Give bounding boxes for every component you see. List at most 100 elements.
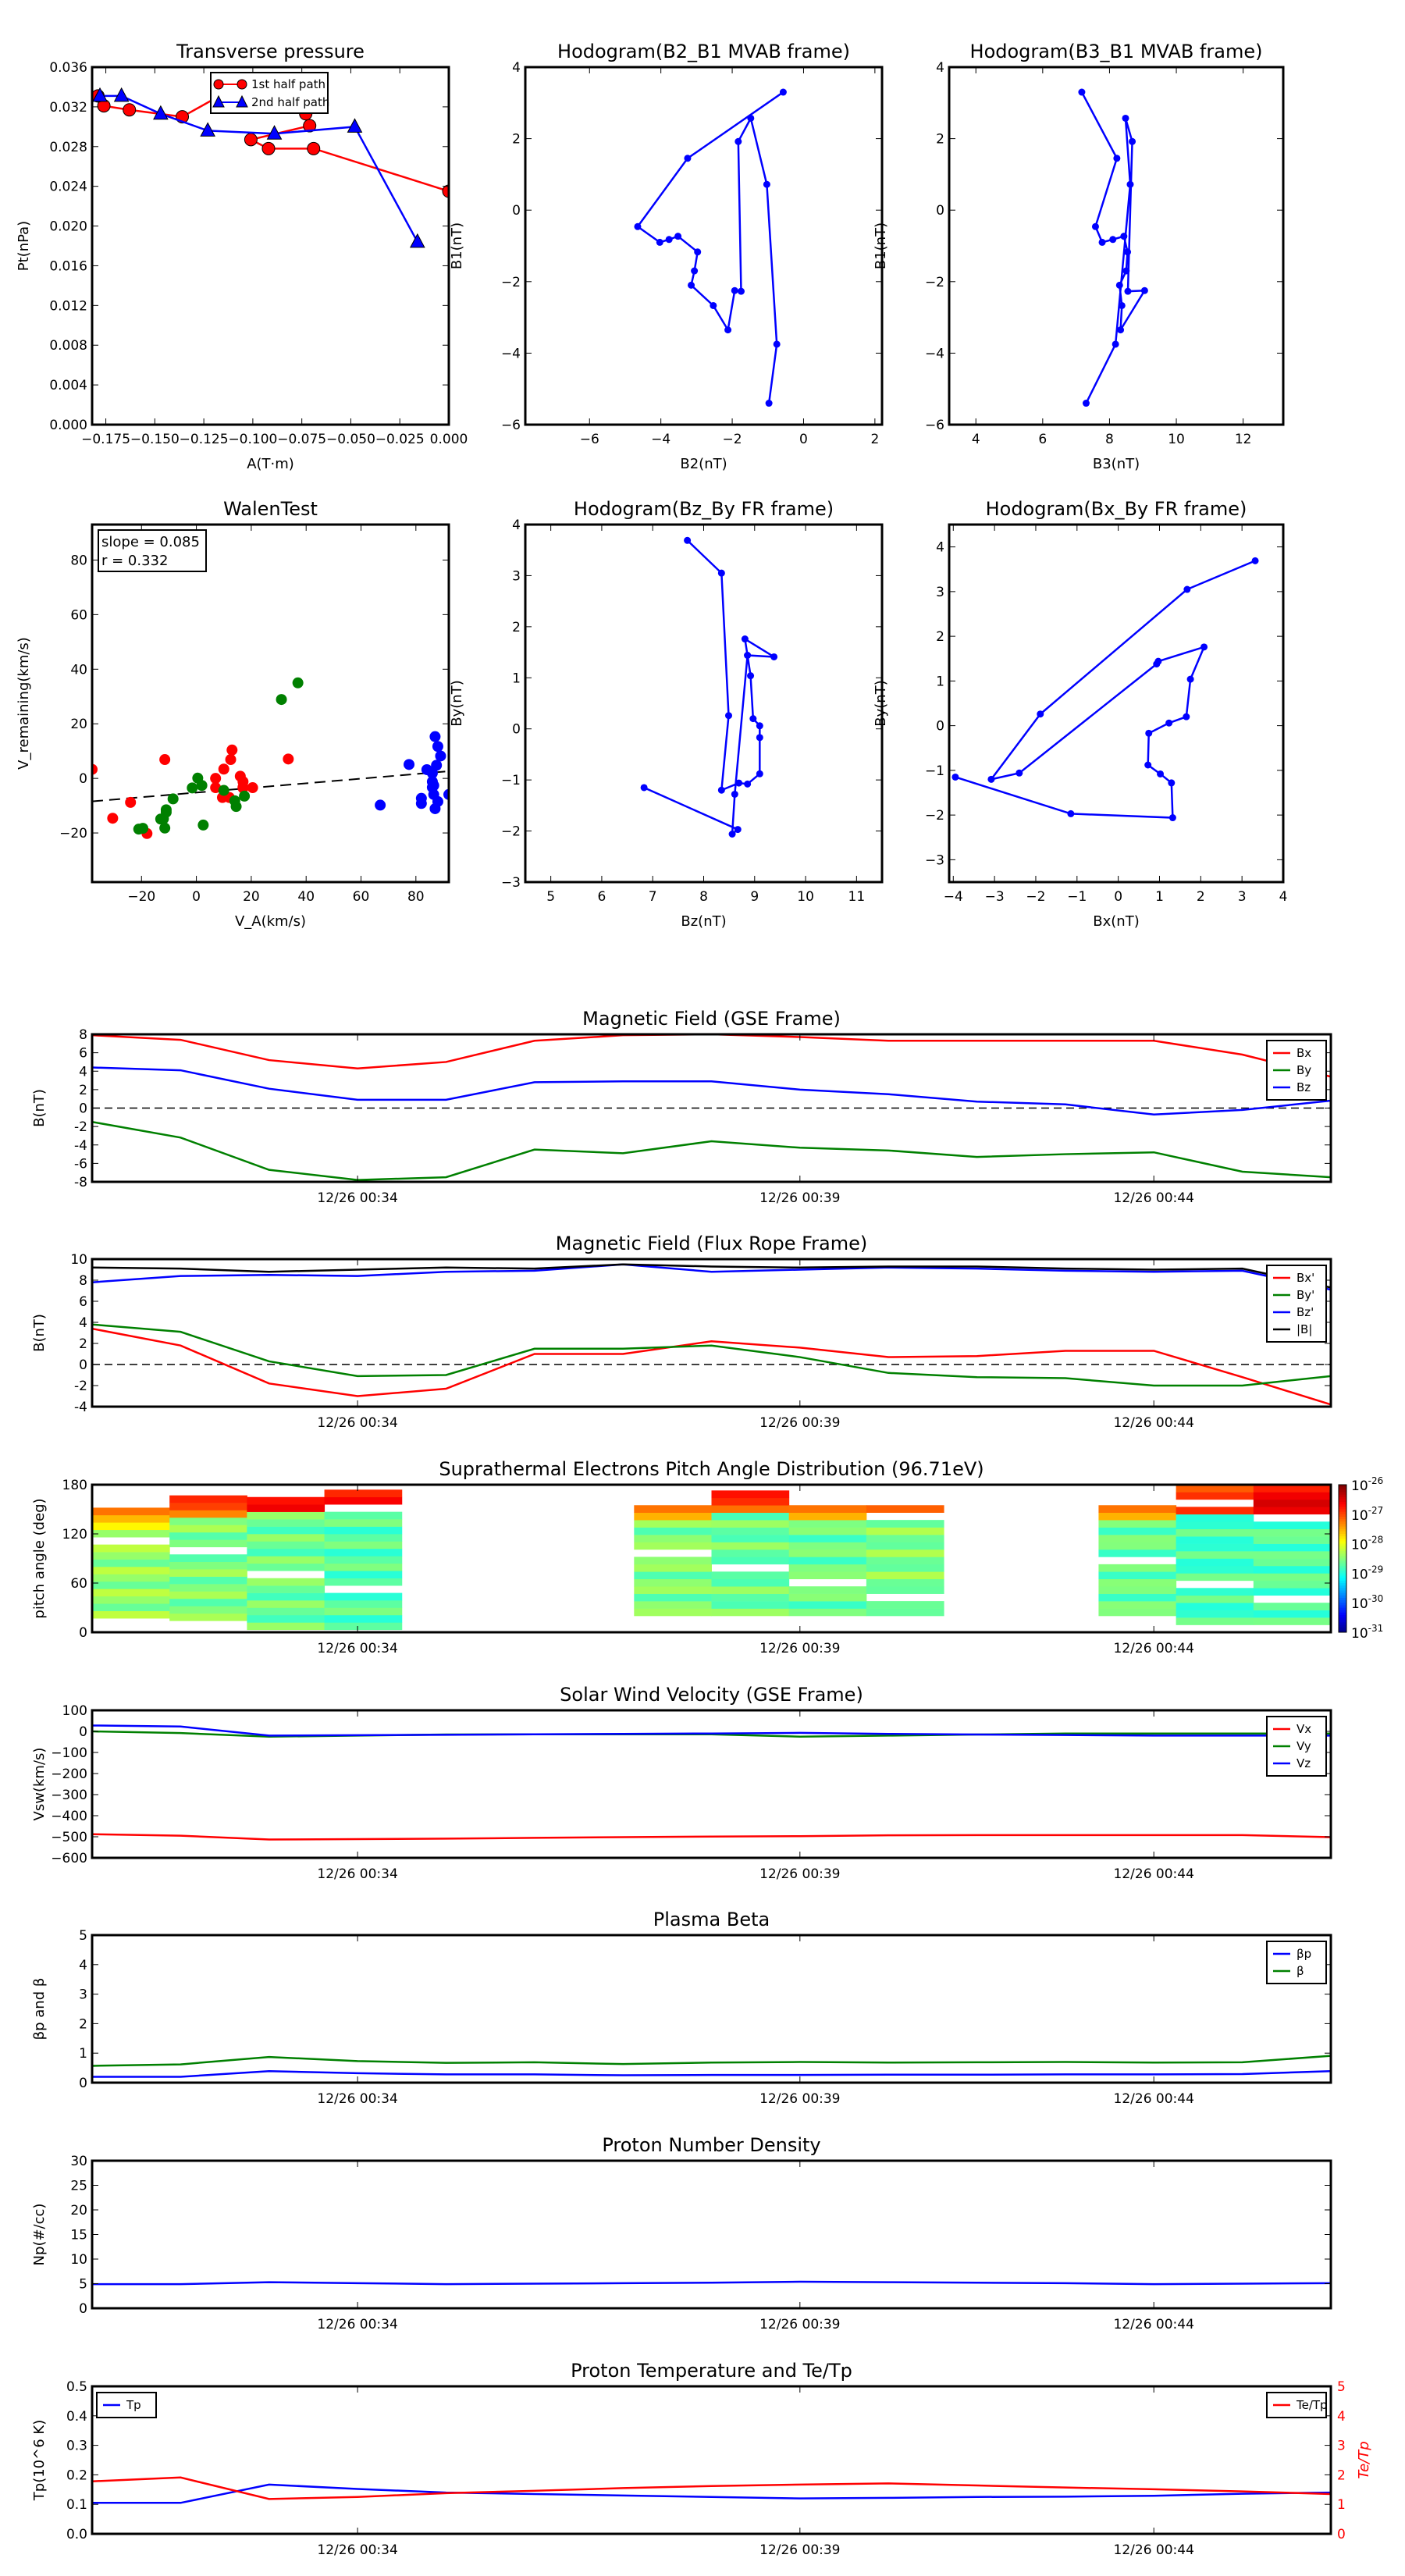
heatmap-cell xyxy=(92,1544,170,1553)
data-point xyxy=(731,286,738,294)
y-tick-label: 20 xyxy=(70,2203,87,2218)
colorbar-segment xyxy=(1339,1580,1346,1584)
data-point xyxy=(196,780,208,792)
plot-frame xyxy=(91,523,450,884)
heatmap-cell xyxy=(788,1535,867,1542)
data-point xyxy=(735,779,743,787)
data-point xyxy=(724,326,732,334)
x-tick-label: 0 xyxy=(1114,889,1122,905)
colorbar-segment xyxy=(1339,1588,1346,1591)
chart-title: Magnetic Field (Flux Rope Frame) xyxy=(556,1233,867,1254)
heatmap-cell xyxy=(1176,1573,1254,1582)
y-tick-label: 0.028 xyxy=(49,140,87,155)
y-tick-label: 0.012 xyxy=(49,298,87,314)
y-tick-label: 15 xyxy=(70,2228,87,2243)
colorbar-segment xyxy=(1339,1543,1346,1547)
colorbar-segment xyxy=(1339,1509,1346,1513)
y-tick-label: −3 xyxy=(925,852,944,868)
colorbar-segment xyxy=(1339,1553,1346,1557)
heatmap-cell xyxy=(92,1552,170,1560)
colorbar-segment xyxy=(1339,1607,1346,1611)
data-point xyxy=(744,651,752,659)
heatmap-cell xyxy=(1253,1565,1332,1574)
series-line-tp xyxy=(92,2483,1331,2504)
chart-title: Hodogram(B3_B1 MVAB frame) xyxy=(970,41,1263,62)
data-point xyxy=(1168,779,1176,787)
data-point xyxy=(125,796,137,808)
x-tick-label: 12/26 00:39 xyxy=(759,1415,840,1431)
chart-hodogram-b3-b1: Hodogram(B3_B1 MVAB frame) −6 −4 −2 0 2 4 B1(nT… xyxy=(873,41,1285,472)
heatmap-cell xyxy=(169,1525,247,1533)
heatmap-cell xyxy=(169,1598,247,1606)
heatmap-cell xyxy=(634,1608,712,1617)
heatmap-cell xyxy=(1176,1558,1254,1567)
plot-area xyxy=(951,557,1259,822)
plot-frame xyxy=(524,523,884,884)
data-point xyxy=(237,782,249,794)
data-point xyxy=(123,103,137,117)
colorbar-exponent: -30 xyxy=(1368,1593,1384,1604)
heatmap-cell xyxy=(1098,1578,1177,1587)
y-tick-label: −100 xyxy=(51,1745,87,1761)
x-tick-label: 6 xyxy=(1038,432,1047,447)
data-point xyxy=(200,122,215,137)
y-tick-label: 4 xyxy=(79,1315,87,1331)
heatmap-cell xyxy=(1176,1514,1254,1522)
heatmap-cell xyxy=(1098,1571,1177,1580)
x-tick-label: 12/26 00:44 xyxy=(1114,1415,1194,1431)
data-point xyxy=(1183,585,1191,593)
y-tick-label: −300 xyxy=(51,1788,87,1803)
y-tick-label: 80 xyxy=(70,553,87,568)
data-point xyxy=(210,773,222,785)
heatmap-cell xyxy=(92,1522,170,1531)
data-point xyxy=(1165,719,1173,727)
data-point xyxy=(763,180,770,188)
y-tick-label: 0.2 xyxy=(66,2467,87,2483)
y-tick-label: 6 xyxy=(79,1046,87,1062)
data-point xyxy=(1124,287,1132,295)
data-point xyxy=(113,87,130,102)
colorbar-tick-label: 10-26 xyxy=(1351,1475,1383,1494)
data-point xyxy=(1082,400,1090,407)
legend-label: 1st half path xyxy=(251,77,325,91)
data-point xyxy=(247,782,258,794)
heatmap-cell xyxy=(247,1578,325,1586)
heatmap-cell xyxy=(1098,1542,1177,1550)
heatmap-cell xyxy=(1098,1520,1177,1528)
y-tick-label: −2 xyxy=(501,824,521,840)
x-tick-label: 12/26 00:39 xyxy=(759,2542,840,2558)
heatmap-cell xyxy=(866,1542,944,1550)
heatmap-cell xyxy=(788,1520,867,1528)
x-tick-label: 5 xyxy=(546,889,555,905)
colorbar-segment xyxy=(1339,1573,1346,1577)
legend-label: Bx' xyxy=(1297,1271,1314,1285)
plot-frame xyxy=(948,523,1285,884)
x-tick-label: −0.100 xyxy=(228,432,277,447)
heatmap-cell xyxy=(1176,1485,1254,1493)
data-point xyxy=(694,248,702,256)
heatmap-cell xyxy=(634,1542,712,1550)
heatmap-cell xyxy=(1253,1492,1332,1500)
y-tick-label: −2 xyxy=(501,275,521,290)
legend-marker xyxy=(237,79,247,90)
legend-label: Bx xyxy=(1297,1046,1311,1060)
colorbar-segment xyxy=(1339,1489,1346,1493)
heatmap-cell xyxy=(92,1603,170,1611)
x-tick-label: 12/26 00:39 xyxy=(759,2317,840,2332)
y-tick-label: −6 xyxy=(925,418,944,433)
series-line-2nd-half-path xyxy=(100,94,418,243)
data-point xyxy=(415,798,427,809)
plot-frame xyxy=(91,1709,1332,1859)
heatmap-cell xyxy=(247,1592,325,1601)
y-tick-label: 25 xyxy=(70,2179,87,2194)
data-point xyxy=(756,722,763,730)
x-tick-label: 80 xyxy=(407,889,425,905)
y-tick-label: −1 xyxy=(925,763,944,779)
legend-box xyxy=(1266,1941,1327,1984)
y-tick-label: 0 xyxy=(79,1357,87,1373)
data-point xyxy=(167,793,179,805)
heatmap-cell xyxy=(324,1578,403,1586)
colorbar-segment xyxy=(1339,1568,1346,1571)
chart-title: Hodogram(Bx_By FR frame) xyxy=(986,498,1247,520)
